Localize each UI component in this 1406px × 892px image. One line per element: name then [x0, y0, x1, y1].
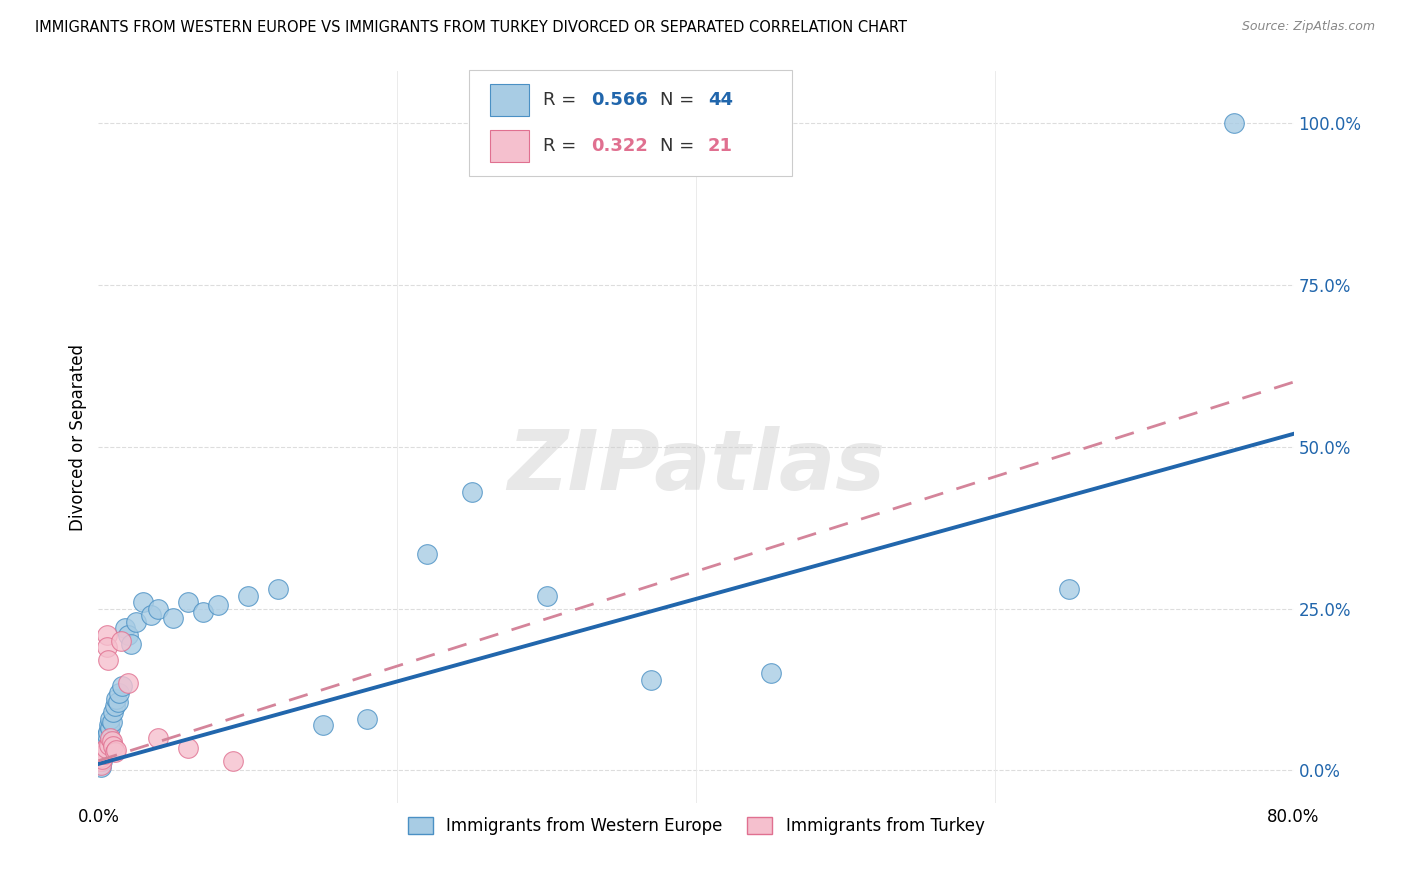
Text: 0.566: 0.566	[591, 91, 648, 109]
Point	[222, 754, 245, 768]
Point	[110, 634, 132, 648]
Point	[98, 712, 122, 726]
Point	[1223, 116, 1246, 130]
Text: R =: R =	[543, 91, 582, 109]
Point	[97, 718, 120, 732]
Point	[104, 698, 127, 713]
Text: N =: N =	[661, 91, 700, 109]
Text: Source: ZipAtlas.com: Source: ZipAtlas.com	[1241, 20, 1375, 33]
Text: 44: 44	[709, 91, 733, 109]
Text: ZIPatlas: ZIPatlas	[508, 425, 884, 507]
Point	[461, 485, 484, 500]
Point	[125, 615, 148, 629]
Y-axis label: Divorced or Separated: Divorced or Separated	[69, 343, 87, 531]
Point	[207, 599, 229, 613]
Point	[93, 747, 115, 762]
Point	[162, 611, 184, 625]
Point	[97, 724, 120, 739]
Point	[94, 740, 117, 755]
Point	[90, 760, 112, 774]
Point	[267, 582, 290, 597]
Point	[94, 740, 117, 755]
Point	[148, 601, 170, 615]
Point	[139, 608, 162, 623]
Point	[236, 589, 259, 603]
Text: 0.322: 0.322	[591, 136, 648, 154]
FancyBboxPatch shape	[470, 70, 792, 176]
Point	[90, 750, 112, 764]
Text: 21: 21	[709, 136, 733, 154]
Point	[97, 738, 120, 752]
Point	[103, 705, 125, 719]
Point	[117, 676, 139, 690]
Point	[89, 754, 111, 768]
Point	[93, 747, 115, 762]
Point	[120, 637, 142, 651]
Point	[90, 750, 112, 764]
Point	[91, 744, 114, 758]
Point	[104, 745, 127, 759]
FancyBboxPatch shape	[491, 84, 529, 116]
Point	[91, 754, 114, 768]
Point	[90, 758, 112, 772]
Point	[101, 714, 124, 729]
Point	[96, 627, 118, 641]
Point	[117, 627, 139, 641]
Point	[177, 595, 200, 609]
Point	[111, 679, 134, 693]
Point	[640, 673, 662, 687]
Point	[114, 621, 136, 635]
Point	[105, 742, 128, 756]
Point	[759, 666, 782, 681]
Point	[1059, 582, 1081, 597]
Point	[96, 734, 118, 748]
Point	[101, 734, 124, 748]
Point	[93, 738, 115, 752]
Point	[177, 740, 200, 755]
FancyBboxPatch shape	[491, 129, 529, 161]
Point	[89, 756, 111, 771]
Point	[103, 739, 125, 753]
Text: N =: N =	[661, 136, 700, 154]
Point	[91, 752, 114, 766]
Text: R =: R =	[543, 136, 582, 154]
Text: IMMIGRANTS FROM WESTERN EUROPE VS IMMIGRANTS FROM TURKEY DIVORCED OR SEPARATED C: IMMIGRANTS FROM WESTERN EUROPE VS IMMIGR…	[35, 20, 907, 35]
Legend: Immigrants from Western Europe, Immigrants from Turkey: Immigrants from Western Europe, Immigran…	[401, 811, 991, 842]
Point	[98, 722, 121, 736]
Point	[98, 731, 122, 745]
Point	[96, 640, 118, 655]
Point	[91, 744, 114, 758]
Point	[97, 653, 120, 667]
Point	[108, 686, 131, 700]
Point	[148, 731, 170, 745]
Point	[96, 728, 118, 742]
Point	[94, 731, 117, 745]
Point	[416, 547, 439, 561]
Point	[311, 718, 333, 732]
Point	[107, 696, 129, 710]
Point	[191, 605, 214, 619]
Point	[536, 589, 558, 603]
Point	[105, 692, 128, 706]
Point	[132, 595, 155, 609]
Point	[356, 712, 378, 726]
